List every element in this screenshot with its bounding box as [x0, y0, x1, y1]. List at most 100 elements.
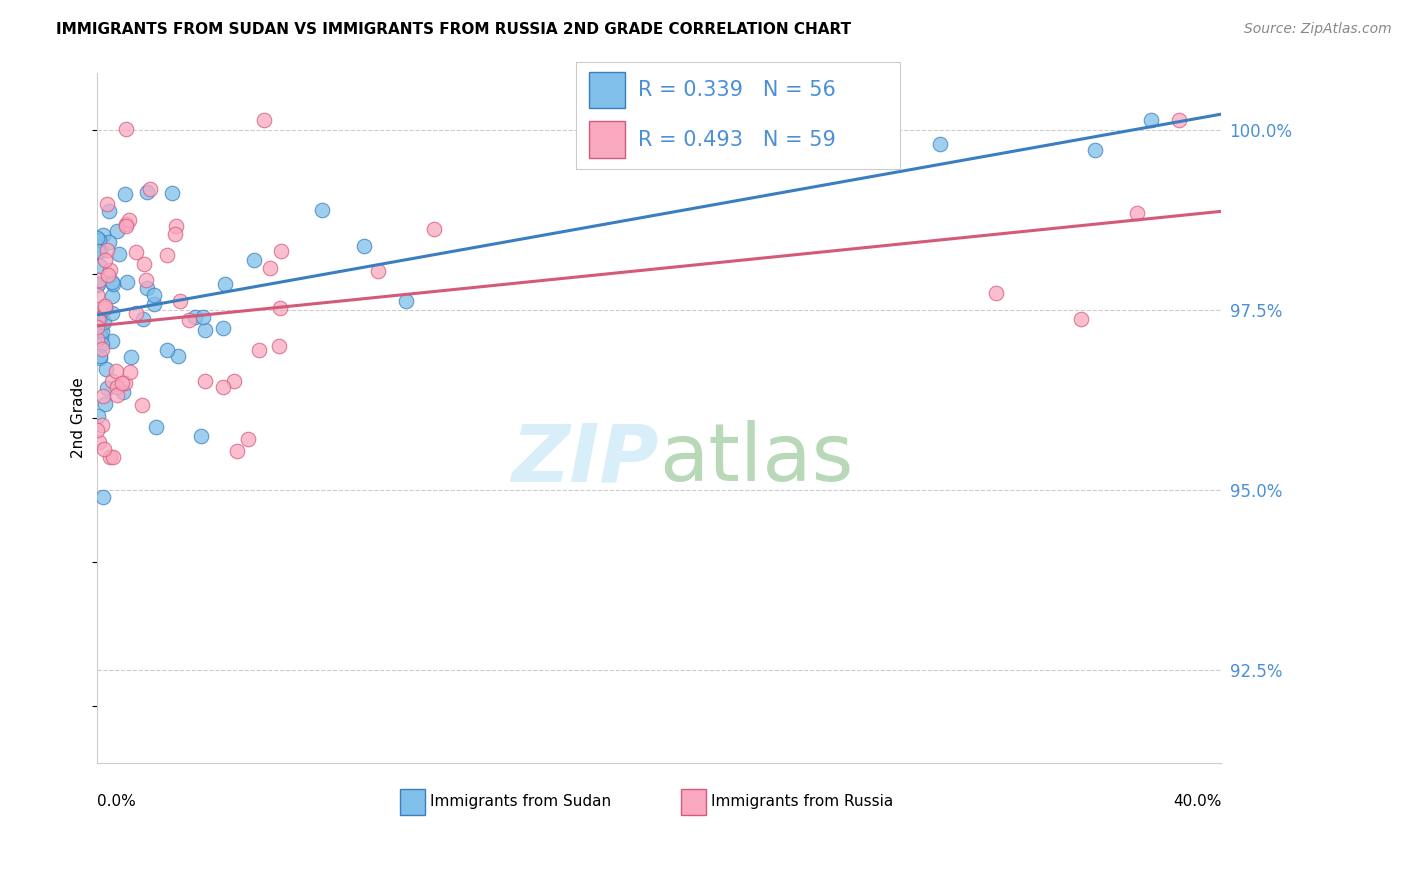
Point	[139, 182, 162, 196]
Point	[89, 311, 111, 326]
Point	[89, 233, 111, 247]
Point	[160, 186, 183, 200]
Point	[269, 301, 291, 315]
Point	[111, 376, 134, 390]
Point	[156, 343, 179, 357]
Point	[115, 219, 138, 233]
Point	[101, 334, 124, 348]
Point	[97, 268, 120, 282]
Point	[94, 299, 117, 313]
Text: ZIP: ZIP	[512, 420, 659, 499]
Point	[353, 238, 375, 252]
Text: R = 0.339   N = 56: R = 0.339 N = 56	[638, 80, 835, 100]
Point	[86, 423, 108, 437]
Text: IMMIGRANTS FROM SUDAN VS IMMIGRANTS FROM RUSSIA 2ND GRADE CORRELATION CHART: IMMIGRANTS FROM SUDAN VS IMMIGRANTS FROM…	[56, 22, 852, 37]
Point	[100, 374, 122, 388]
Point	[269, 339, 291, 353]
Point	[115, 122, 138, 136]
Point	[93, 442, 115, 456]
Point	[238, 433, 260, 447]
Point	[104, 364, 127, 378]
Point	[115, 217, 138, 231]
Point	[177, 313, 200, 327]
Point	[131, 398, 153, 412]
Point	[101, 277, 124, 291]
Point	[89, 351, 111, 366]
Point	[87, 434, 110, 449]
Text: 0.0%: 0.0%	[97, 794, 135, 809]
Y-axis label: 2nd Grade: 2nd Grade	[72, 377, 86, 458]
Point	[125, 244, 148, 259]
Point	[86, 409, 108, 423]
Point	[143, 287, 166, 301]
Point	[91, 490, 114, 504]
Point	[108, 247, 131, 261]
Point	[101, 450, 124, 465]
Point	[194, 374, 217, 388]
Point	[165, 227, 187, 242]
Point	[142, 297, 165, 311]
Point	[423, 222, 446, 236]
Point	[114, 376, 136, 390]
Point	[86, 278, 108, 293]
Point	[101, 306, 124, 320]
Point	[91, 325, 114, 339]
Point	[98, 235, 121, 249]
Point	[243, 253, 266, 268]
Point	[91, 389, 114, 403]
Point	[167, 349, 190, 363]
Point	[87, 244, 110, 258]
Point	[114, 186, 136, 201]
Point	[101, 275, 124, 289]
Point	[101, 288, 124, 302]
Point	[226, 443, 249, 458]
Point	[1140, 112, 1163, 127]
Point	[311, 203, 333, 218]
Point	[87, 277, 110, 292]
Point	[91, 336, 114, 351]
Point	[132, 256, 155, 270]
Point	[118, 213, 141, 227]
Point	[111, 384, 134, 399]
Point	[86, 288, 108, 302]
Point	[120, 365, 142, 379]
Point	[91, 228, 114, 243]
Point	[190, 429, 212, 443]
Point	[89, 349, 111, 363]
Point	[115, 276, 138, 290]
Point	[96, 381, 118, 395]
Point	[395, 293, 418, 308]
Point	[94, 301, 117, 315]
Point	[89, 259, 111, 273]
Point	[183, 310, 205, 324]
Point	[86, 312, 108, 326]
Point	[1126, 205, 1149, 219]
Point	[98, 450, 121, 464]
Point	[212, 379, 235, 393]
Point	[93, 397, 115, 411]
Point	[87, 273, 110, 287]
Point	[136, 281, 159, 295]
Point	[145, 420, 167, 434]
Point	[165, 219, 187, 233]
Text: R = 0.493   N = 59: R = 0.493 N = 59	[638, 129, 835, 150]
Point	[247, 343, 270, 357]
Point	[107, 224, 129, 238]
Point	[1070, 311, 1092, 326]
Text: atlas: atlas	[659, 420, 853, 499]
Text: Immigrants from Sudan: Immigrants from Sudan	[430, 794, 610, 809]
Point	[156, 247, 179, 261]
Point	[194, 322, 217, 336]
Point	[86, 319, 108, 334]
FancyBboxPatch shape	[682, 789, 706, 814]
Point	[193, 310, 215, 325]
Text: Source: ZipAtlas.com: Source: ZipAtlas.com	[1244, 22, 1392, 37]
Point	[105, 380, 128, 394]
Point	[169, 293, 191, 308]
Point	[1168, 112, 1191, 127]
Point	[96, 243, 118, 257]
Point	[259, 260, 281, 275]
Point	[90, 330, 112, 344]
Text: Immigrants from Russia: Immigrants from Russia	[710, 794, 893, 809]
Point	[91, 417, 114, 432]
